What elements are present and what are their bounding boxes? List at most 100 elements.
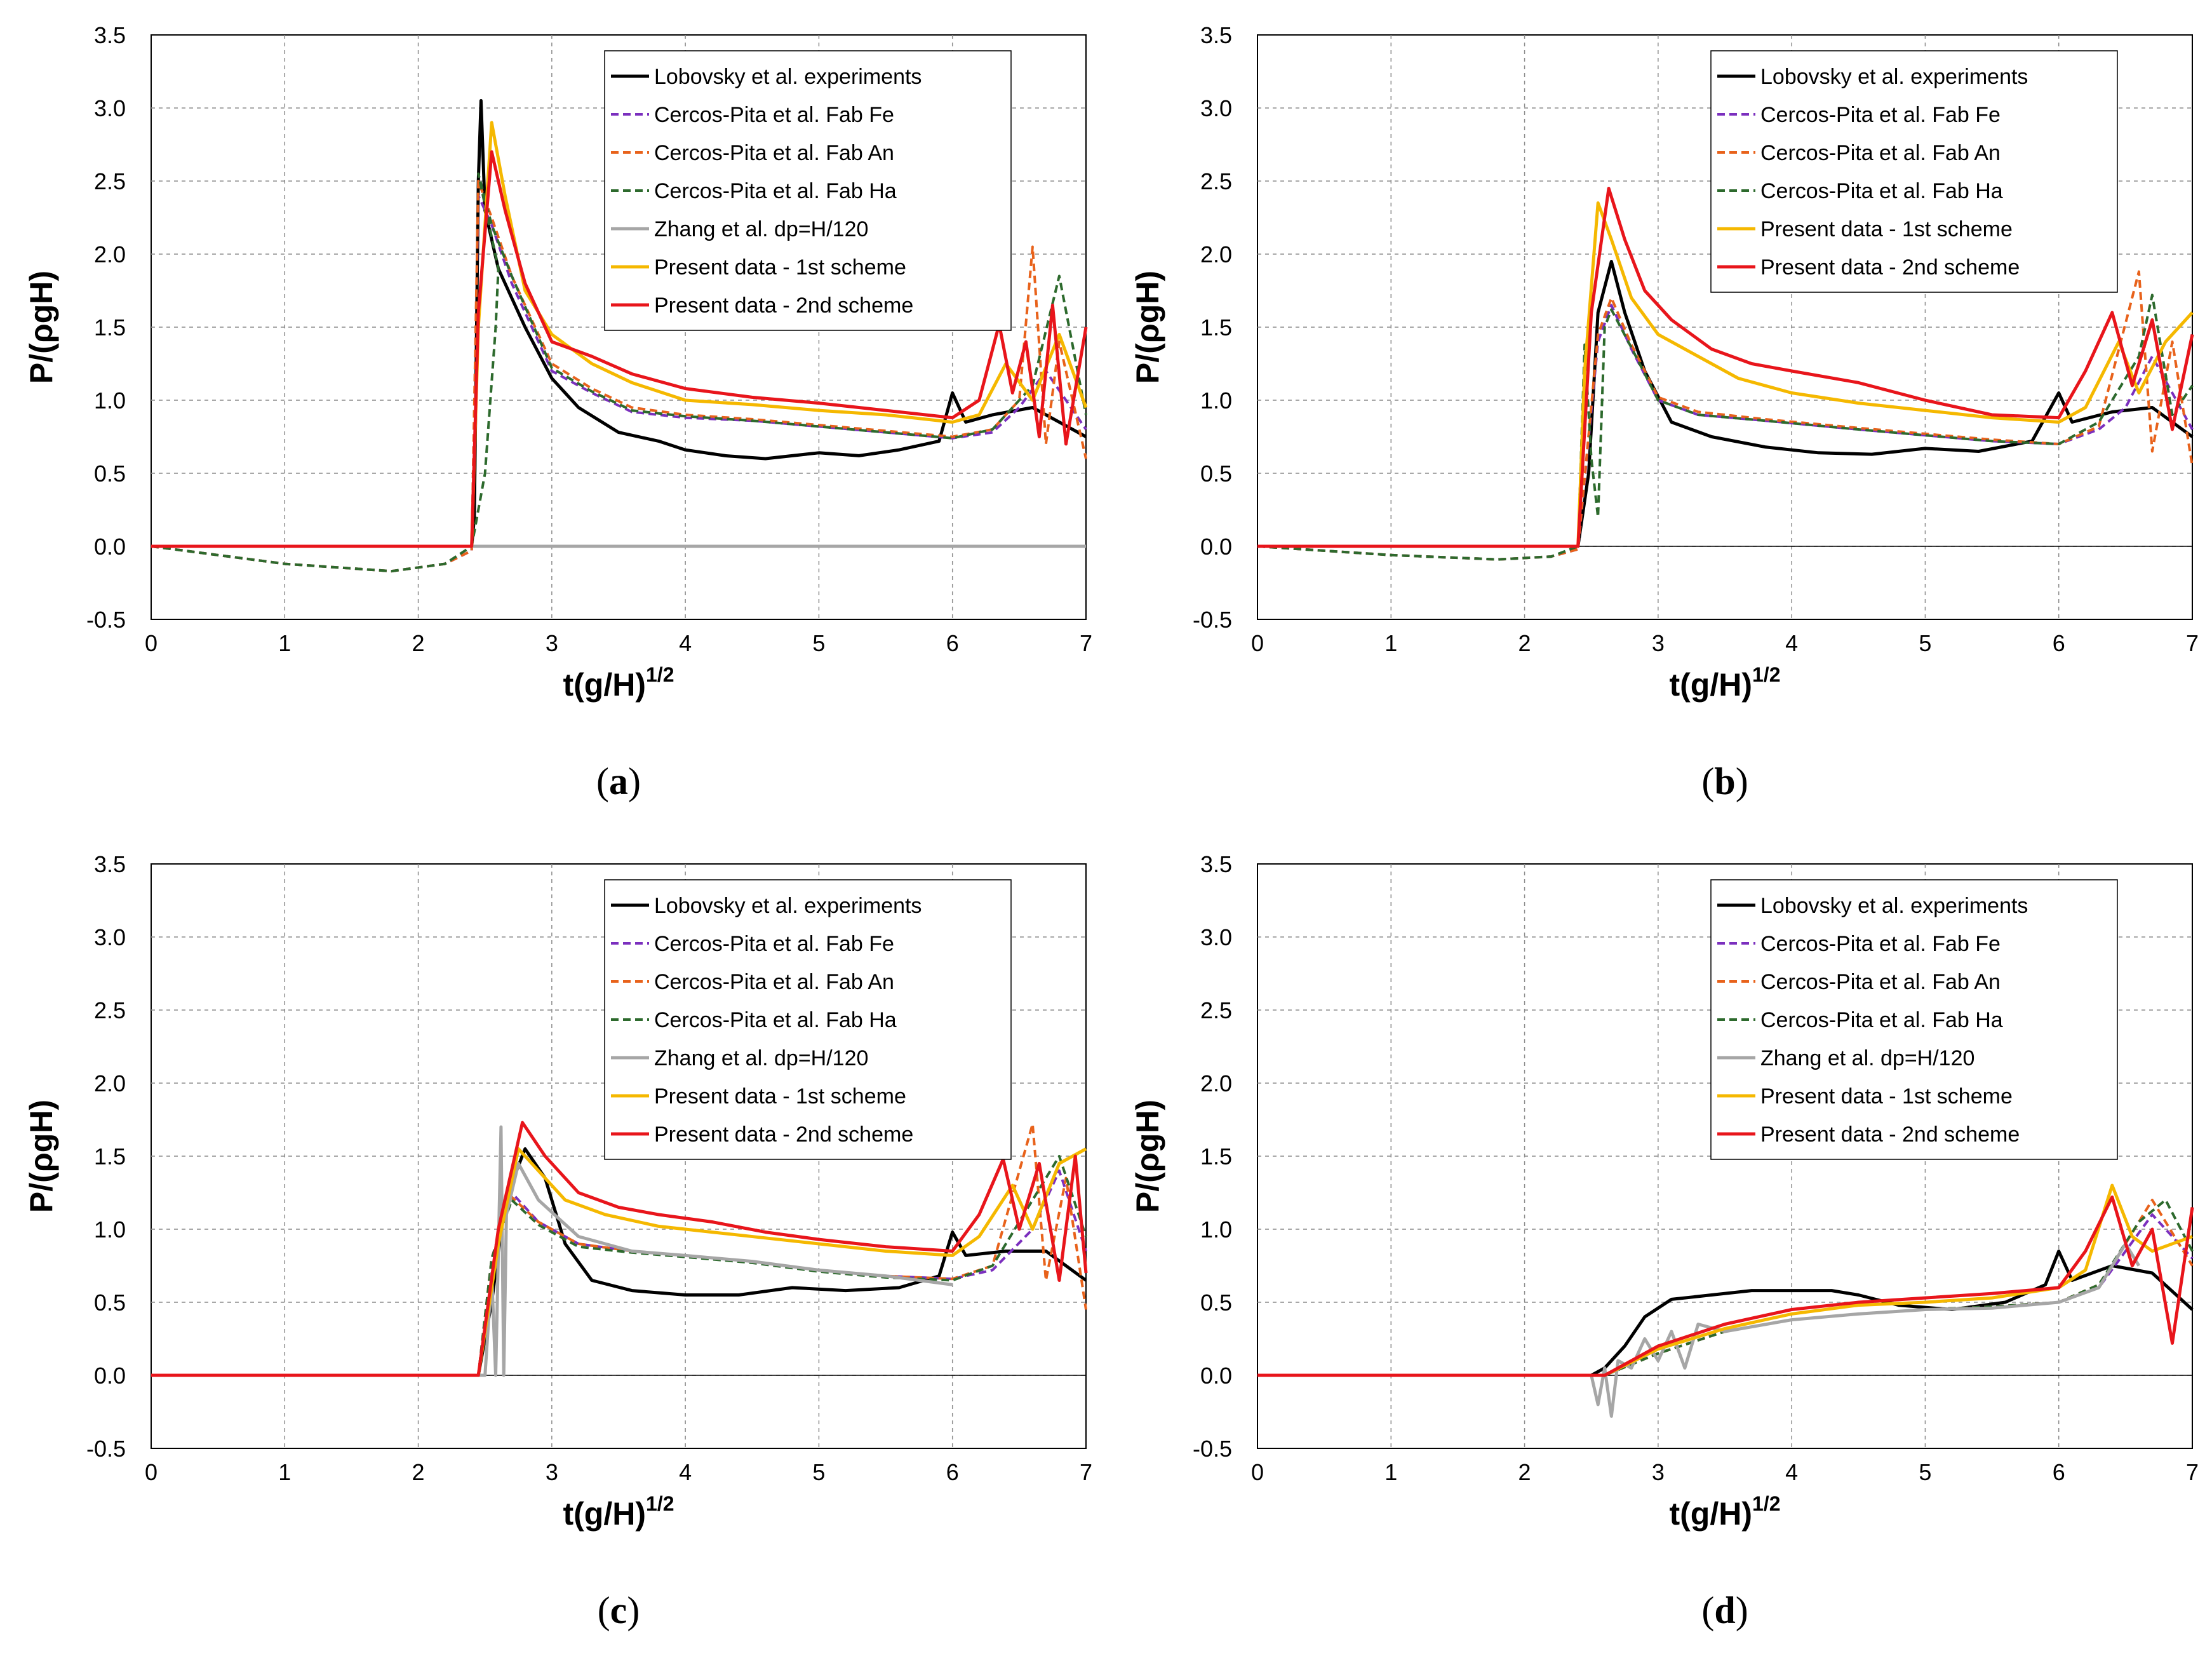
chart-svg-d: 0 1 2 3 4 5 6 7 -0.5 0.0 0.5 1.0 1.5 2.0 2.5 3.0 3.5 Lobo… — [1130, 851, 2199, 1631]
series-line-5 — [151, 1147, 1087, 1377]
legend-label-6: Present data - 2nd scheme — [654, 293, 913, 318]
series-line-5 — [1257, 1183, 2193, 1377]
x-tick-label: 6 — [2053, 1459, 2065, 1485]
x-tick-label: 0 — [145, 1459, 158, 1485]
legend-box — [1710, 50, 2118, 293]
y-tick-label: 3.0 — [1200, 95, 1232, 121]
series-line-3 — [1257, 293, 2194, 561]
y-tick-label: 1.5 — [1200, 1143, 1232, 1169]
y-tick-label: 2.0 — [94, 241, 126, 267]
y-tick-label: 1.5 — [94, 1143, 126, 1169]
series-line-5 — [1257, 187, 2194, 548]
y-tick-label: 3.5 — [94, 851, 126, 877]
legend-label-5: Present data - 1st scheme — [654, 255, 906, 280]
x-axis-title-sup: 1/2 — [646, 663, 674, 686]
y-tick-label: 0.0 — [94, 534, 126, 560]
legend-label-1: Cercos-Pita et al. Fab Fe — [1760, 103, 2001, 127]
x-tick-label: 5 — [812, 630, 825, 656]
x-tick-label: 3 — [1652, 1459, 1665, 1485]
legend-label-2: Cercos-Pita et al. Fab An — [1760, 970, 2001, 994]
y-tick-label: 2.0 — [1200, 1070, 1232, 1096]
x-tick-label: 7 — [1080, 630, 1092, 656]
legend-label-2: Cercos-Pita et al. Fab An — [654, 141, 894, 165]
series-line-4 — [1257, 1242, 2141, 1418]
x-tick-label: 6 — [2053, 630, 2065, 656]
chart-panel-d: 0 1 2 3 4 5 6 7 -0.5 0.0 0.5 1.0 1.5 2.0 2.5 3.0 3.5 Lobo… — [1106, 829, 2212, 1658]
y-tick-label: 0.5 — [94, 461, 126, 487]
chart-svg-b: 0 1 2 3 4 5 6 7 -0.5 0.0 0.5 1.0 1.5 2.0 2.5 3.0 3.5 Lobo… — [1130, 22, 2199, 802]
legend-label-4: Zhang et al. dp=H/120 — [1760, 1046, 1974, 1070]
y-tick-label: 0.5 — [1200, 461, 1232, 487]
y-tick-label: 2.5 — [1200, 168, 1232, 194]
y-tick-label: -0.5 — [86, 607, 126, 633]
legend-label-0: Lobovsky et al. experiments — [654, 65, 922, 89]
chart-panel-b: 0 1 2 3 4 5 6 7 -0.5 0.0 0.5 1.0 1.5 2.0 2.5 3.0 3.5 Lobo… — [1106, 0, 2212, 829]
y-tick-label: 0.0 — [1200, 534, 1232, 560]
legend-label-3: Cercos-Pita et al. Fab Ha — [1760, 179, 2003, 203]
y-tick-label: 2.0 — [94, 1070, 126, 1096]
legend-label-0: Lobovsky et al. experiments — [654, 894, 922, 918]
legend-label-2: Cercos-Pita et al. Fab An — [654, 970, 894, 994]
x-tick-label: 2 — [412, 1459, 425, 1485]
y-tick-label: 2.0 — [1200, 241, 1232, 267]
y-tick-label: 2.5 — [1200, 997, 1232, 1023]
y-tick-label: 1.0 — [1200, 1217, 1232, 1243]
legend-label-4: Present data - 1st scheme — [1760, 217, 2013, 241]
legend-label-6: Present data - 2nd scheme — [1760, 1122, 2020, 1147]
series-line-4 — [151, 1125, 953, 1377]
x-tick-label: 5 — [1919, 1459, 1931, 1485]
legend-label-4: Zhang et al. dp=H/120 — [654, 217, 868, 241]
panel-label: (b) — [1701, 760, 1748, 802]
y-tick-label: 1.0 — [1200, 388, 1232, 414]
series-line-6 — [151, 1121, 1088, 1377]
legend-label-3: Cercos-Pita et al. Fab Ha — [1760, 1008, 2003, 1032]
y-tick-label: -0.5 — [1193, 607, 1232, 633]
x-axis-title: t(g/H)1/2 — [563, 1492, 674, 1532]
x-tick-label: 7 — [2186, 1459, 2199, 1485]
x-tick-label: 4 — [1785, 630, 1798, 656]
x-tick-label: 3 — [1652, 630, 1665, 656]
legend-label-1: Cercos-Pita et al. Fab Fe — [654, 103, 894, 127]
y-tick-label: 1.5 — [94, 314, 126, 340]
legend-label-6: Present data - 2nd scheme — [654, 1122, 913, 1147]
y-tick-label: 0.0 — [1200, 1363, 1232, 1389]
legend-label-3: Cercos-Pita et al. Fab Ha — [654, 179, 897, 203]
x-tick-label: 4 — [679, 630, 692, 656]
x-axis-title: t(g/H)1/2 — [563, 663, 674, 703]
x-axis-title-sup: 1/2 — [1752, 1492, 1780, 1515]
y-tick-label: 3.5 — [1200, 22, 1232, 48]
y-tick-label: 2.5 — [94, 168, 126, 194]
x-tick-label: 4 — [1785, 1459, 1798, 1485]
y-axis-title: P/(ρgH) — [1130, 1100, 1165, 1213]
x-tick-label: 3 — [546, 630, 558, 656]
x-axis-title-sup: 1/2 — [646, 1492, 674, 1515]
series-line-0 — [1257, 1250, 2194, 1377]
y-tick-label: 3.0 — [1200, 924, 1232, 950]
legend-label-3: Cercos-Pita et al. Fab Ha — [654, 1008, 897, 1032]
y-tick-label: 1.5 — [1200, 314, 1232, 340]
y-axis-title: P/(ρgH) — [1130, 271, 1165, 384]
x-tick-label: 1 — [278, 630, 291, 656]
panel-label: (d) — [1701, 1589, 1748, 1631]
x-tick-label: 0 — [1251, 1459, 1264, 1485]
legend-label-2: Cercos-Pita et al. Fab An — [1760, 141, 2001, 165]
legend-box — [604, 50, 1012, 331]
y-tick-label: 0.0 — [94, 1363, 126, 1389]
legend-label-1: Cercos-Pita et al. Fab Fe — [1760, 932, 2001, 956]
y-tick-label: 1.0 — [94, 1217, 126, 1243]
series-line-2 — [1257, 270, 2194, 561]
legend-label-4: Zhang et al. dp=H/120 — [654, 1046, 868, 1070]
chart-panel-c: 0 1 2 3 4 5 6 7 -0.5 0.0 0.5 1.0 1.5 2.0 2.5 3.0 3.5 Lobo… — [0, 829, 1106, 1658]
series-line-2 — [151, 180, 1087, 573]
x-tick-label: 7 — [2186, 630, 2199, 656]
legend-label-0: Lobovsky et al. experiments — [1760, 65, 2028, 89]
x-tick-label: 1 — [1384, 1459, 1397, 1485]
x-tick-label: 6 — [946, 1459, 959, 1485]
x-tick-label: 3 — [546, 1459, 558, 1485]
y-tick-label: 3.0 — [94, 924, 126, 950]
y-tick-label: 0.5 — [94, 1290, 126, 1316]
y-tick-label: 1.0 — [94, 388, 126, 414]
y-tick-label: 0.5 — [1200, 1290, 1232, 1316]
legend-label-5: Present data - 1st scheme — [1760, 1084, 2013, 1109]
legend-label-5: Present data - 1st scheme — [654, 1084, 906, 1109]
